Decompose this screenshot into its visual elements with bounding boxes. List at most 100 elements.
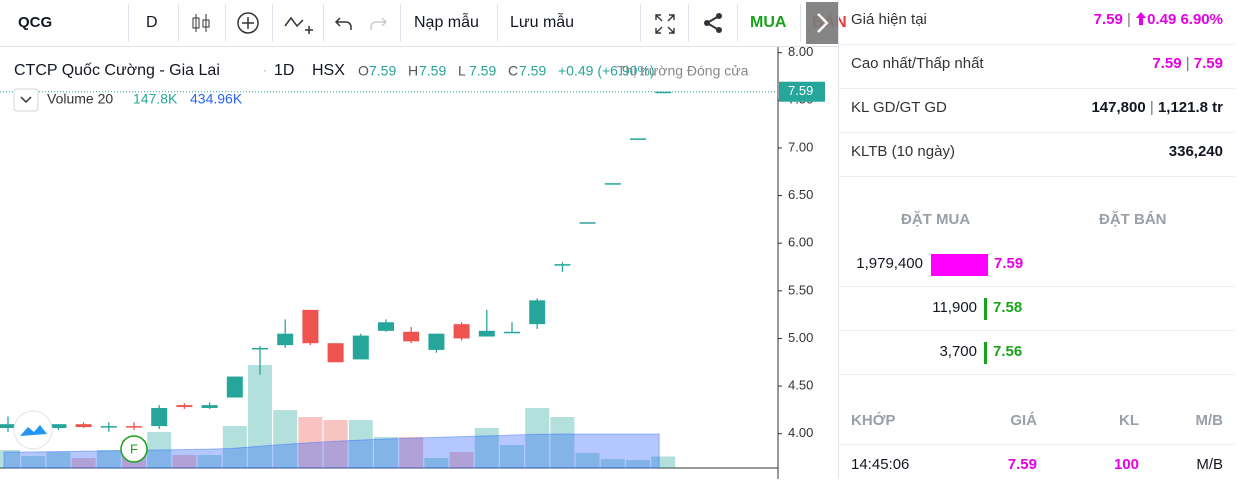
turnover: 1,121.8 tr bbox=[1157, 99, 1223, 116]
y-tick-label: 7.00 bbox=[788, 139, 813, 154]
chart: 4.004.505.005.506.006.507.007.508.007.59… bbox=[0, 44, 825, 479]
candle-body bbox=[378, 322, 394, 331]
last-price-label: 7.59 bbox=[788, 83, 813, 98]
bid-price: 7.56 bbox=[993, 343, 1023, 360]
candle-body bbox=[604, 183, 621, 185]
candle-body bbox=[277, 333, 294, 346]
volume-bar bbox=[626, 460, 650, 468]
volume-bar bbox=[71, 458, 96, 468]
market-status: Thị trường Đóng cửa bbox=[617, 63, 749, 79]
symbol[interactable]: QCG bbox=[18, 14, 53, 31]
y-tick-label: 8.00 bbox=[788, 44, 813, 59]
collapse-button[interactable] bbox=[806, 2, 838, 44]
logo-mark bbox=[20, 425, 47, 436]
info-row: Giá hiện tại 7.59 | 0.49 6.90% bbox=[839, 0, 1235, 45]
bid-bar bbox=[984, 342, 987, 364]
trade-header: M/B bbox=[1195, 412, 1224, 429]
candle-body bbox=[75, 424, 92, 428]
trade-time: 14:45:06 bbox=[851, 456, 910, 473]
volume-bar bbox=[474, 428, 499, 468]
candle-body bbox=[453, 324, 470, 339]
volume-bar bbox=[172, 455, 197, 468]
ask-header: ĐẶT BÁN bbox=[1099, 211, 1167, 228]
volume-bar bbox=[348, 420, 373, 468]
save-template[interactable]: Lưu mẫu bbox=[510, 14, 575, 31]
low: 7.59 bbox=[1193, 55, 1223, 72]
event-marker bbox=[120, 435, 148, 463]
candle-body bbox=[554, 264, 571, 266]
volume-bar bbox=[197, 455, 222, 468]
candle-body bbox=[428, 333, 445, 350]
bid-volume: 3,700 bbox=[939, 343, 977, 360]
ohlc-key: C bbox=[508, 63, 518, 79]
candle-body bbox=[327, 343, 344, 363]
bid-price: 7.58 bbox=[993, 299, 1023, 316]
bid-bar bbox=[931, 254, 988, 276]
volume-bar bbox=[46, 451, 71, 468]
chart-title: CTCP Quốc Cường - Gia Lai bbox=[14, 62, 220, 79]
y-tick-label: 6.50 bbox=[788, 187, 813, 202]
row-label: KLTB (10 ngày) bbox=[851, 143, 955, 160]
candle-body bbox=[504, 331, 520, 334]
ohlc-key: L bbox=[458, 63, 466, 79]
bid-row: 1,979,400 7.59 bbox=[839, 242, 1235, 287]
volume-bar bbox=[550, 416, 575, 468]
add-icon[interactable] bbox=[236, 11, 260, 57]
volume-bar bbox=[248, 365, 272, 468]
candle-body bbox=[529, 300, 546, 325]
volume-name: Volume 20 bbox=[47, 91, 113, 107]
volume-bar bbox=[298, 416, 323, 468]
redo-icon[interactable] bbox=[368, 13, 388, 59]
dot: · bbox=[263, 63, 267, 77]
event-marker-label: F bbox=[130, 441, 138, 456]
undo-icon[interactable] bbox=[334, 13, 354, 59]
volume-bar bbox=[374, 436, 398, 468]
trade-header: KL bbox=[1119, 412, 1139, 429]
buy-button[interactable]: MUA bbox=[750, 14, 787, 31]
volume: 147,800 bbox=[1091, 99, 1146, 116]
ohlc-value: 7.59 bbox=[519, 63, 546, 79]
change: 0.49 6.90% bbox=[1147, 11, 1223, 28]
collapse-toggle bbox=[13, 88, 39, 112]
interval[interactable]: D bbox=[146, 14, 158, 31]
row-value: 7.59 | 7.59 bbox=[1152, 55, 1223, 72]
bid-volume: 11,900 bbox=[932, 299, 977, 316]
candle-body bbox=[478, 330, 495, 337]
trade-header-row: KHỚP GIÁ KL M/B bbox=[839, 400, 1235, 445]
load-template[interactable]: Nạp mẫu bbox=[414, 14, 479, 31]
fullscreen-icon[interactable] bbox=[654, 13, 676, 59]
info-panel: Giá hiện tại 7.59 | 0.49 6.90% Cao nhất/… bbox=[838, 0, 1242, 479]
trade-volume: 100 bbox=[1113, 456, 1139, 473]
info-row: KL GD/GT GD 147,800 | 1,121.8 tr bbox=[839, 88, 1235, 133]
row-label: KL GD/GT GD bbox=[851, 99, 947, 116]
volume-value: 147.8K bbox=[133, 91, 178, 107]
candle-body bbox=[100, 426, 117, 428]
candle-body bbox=[50, 424, 67, 428]
volume-bar bbox=[323, 420, 348, 468]
change-label: +0.49 (+6.90%) bbox=[558, 63, 655, 79]
bid-header: ĐẶT MUA bbox=[901, 211, 971, 228]
indicator-icon[interactable] bbox=[283, 12, 315, 58]
candle-icon[interactable] bbox=[190, 12, 212, 58]
trade-header: KHỚP bbox=[851, 412, 896, 429]
volume-bar bbox=[273, 410, 298, 468]
volume-bar bbox=[399, 436, 424, 468]
bid-bar bbox=[984, 298, 987, 320]
y-tick-label: 6.00 bbox=[788, 235, 813, 250]
share-icon[interactable] bbox=[702, 12, 724, 58]
bid-row: 11,900 7.58 bbox=[839, 286, 1235, 331]
volume-ma-value: 434.96K bbox=[190, 91, 243, 107]
row-value: 147,800 | 1,121.8 tr bbox=[1091, 99, 1223, 116]
candle-body bbox=[655, 91, 672, 94]
volume-bar bbox=[222, 425, 247, 468]
interval-label: 1D bbox=[274, 62, 294, 79]
price: 7.59 bbox=[1093, 11, 1123, 28]
volume-bar bbox=[424, 458, 449, 468]
candle-body bbox=[403, 331, 420, 342]
row-label: Cao nhất/Thấp nhất bbox=[851, 55, 984, 72]
trade-side: M/B bbox=[1196, 456, 1223, 473]
volume-bar bbox=[600, 459, 625, 468]
candle-body bbox=[201, 405, 218, 408]
volume-bar bbox=[651, 456, 676, 468]
